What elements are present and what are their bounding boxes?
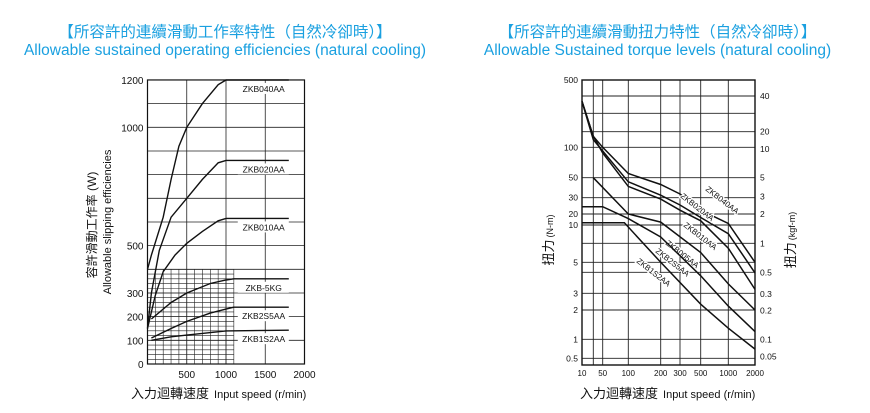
series-label-bg [237, 281, 289, 293]
y-tick-label: 1200 [121, 76, 144, 87]
x-tick-label: 2000 [293, 370, 316, 381]
y-tick-label: 100 [127, 336, 144, 347]
x-tick-label: 1000 [215, 370, 238, 381]
x-tick-label: 500 [694, 369, 708, 378]
left-title: Allowable sustained operating efficienci… [23, 42, 427, 59]
left-title-zh: 【所容許的連續滑動工作率特性（自然冷卻時）】 [58, 24, 392, 41]
y-tick-label: 500 [564, 75, 578, 85]
y-tick-label: 100 [564, 142, 578, 152]
y-tick-label: 2 [573, 305, 578, 315]
y-tick-label: 5 [573, 257, 578, 267]
series-line-ZKB010AA [581, 101, 756, 290]
y-tick-label: 0.5 [566, 353, 578, 363]
series-line-ZKB020AA [146, 159, 289, 329]
y2-tick-label: 40 [760, 91, 770, 101]
series-label-bg [237, 163, 289, 175]
series-line-ZKB010AA [146, 217, 289, 329]
left-xlabel: 入力迴轉速度 Input speed (r/min) [131, 386, 306, 401]
series-label: ZKB040AA [243, 84, 285, 94]
series-label-bg [237, 310, 289, 322]
right-chart: 5001005030201053210.540201053210.50.30.2… [564, 75, 777, 378]
y-tick-label: 300 [127, 289, 144, 300]
series-line-ZKB1S2AA [151, 329, 289, 341]
x-tick-label: 200 [654, 369, 668, 378]
series-line-ZKB1S2AA [582, 222, 756, 350]
series-line-ZKB040AA [581, 101, 756, 263]
right-y2label: 扭力(kgf-m) [783, 212, 798, 269]
y2-tick-label: 0.2 [760, 306, 772, 316]
x-tick-label: 300 [673, 369, 687, 378]
series-label: ZKB020AA [243, 164, 285, 174]
x-tick-label: 2000 [746, 369, 764, 378]
left-chart: 0 100 200 300 500 1000 1200 500 1000 1500 2000 ZKB0… [121, 76, 316, 381]
y-tick-label: 500 [127, 242, 144, 253]
y2-tick-label: 0.3 [760, 289, 772, 299]
right-xlabel: 入力迴轉速度 Input speed (r/min) [580, 386, 755, 401]
y2-tick-label: 0.5 [760, 267, 772, 277]
series-line-ZKB040AA [146, 79, 289, 270]
y2-tick-label: 20 [760, 127, 770, 137]
x-tick-label: 100 [622, 369, 636, 378]
y2-tick-label: 0.05 [760, 352, 777, 362]
y2-tick-label: 5 [760, 173, 765, 183]
series-label: ZKB1S2AA [242, 334, 285, 344]
y2-tick-label: 1 [760, 238, 765, 248]
x-tick-label: 1500 [254, 370, 277, 381]
y-tick-label: 1 [573, 334, 578, 344]
y2-tick-label: 2 [760, 209, 765, 219]
y-tick-label: 50 [569, 173, 579, 183]
y2-tick-label: 0.1 [760, 334, 772, 344]
y-tick-label: 30 [569, 193, 579, 203]
series-label-bg [237, 333, 289, 345]
series-label: ZKB2S5AA [242, 311, 285, 321]
series-line-ZKB005AA [592, 177, 756, 311]
series-label-bg [237, 221, 289, 233]
x-tick-label: 50 [598, 369, 607, 378]
series-line-ZKB2S5AA [582, 205, 756, 333]
x-tick-label: 1000 [719, 369, 737, 378]
y2-tick-label: 3 [760, 192, 765, 202]
y-tick-label: 200 [127, 313, 144, 324]
y-tick-label: 0 [138, 360, 144, 371]
y2-tick-label: 10 [760, 144, 770, 154]
y-tick-label: 10 [569, 220, 579, 230]
series-label: ZKB010AA [243, 222, 285, 232]
left-ylabel: Allowable slipping efficiencies [102, 149, 114, 294]
right-title: Allowable Sustained torque levels (natur… [483, 42, 832, 59]
y-tick-label: 20 [569, 209, 579, 219]
series-line-ZKB2S5AA [151, 306, 289, 339]
left-ylabel-zh: 容許滑動工作率 (W) [84, 172, 99, 279]
y-tick-label: 3 [573, 288, 578, 298]
right-title-zh: 【所容許的連續滑動扭力特性（自然冷卻時）】 [498, 24, 817, 41]
series-label: ZKB-5KG [245, 283, 281, 293]
series-line-ZKB-5KG [150, 278, 289, 320]
x-tick-label: 500 [178, 370, 195, 381]
series-label-bg [237, 82, 289, 94]
right-ylabel: 扭力(N-m) [541, 214, 556, 265]
y-tick-label: 1000 [121, 123, 144, 134]
x-tick-label: 10 [578, 369, 587, 378]
series-line-ZKB020AA [581, 101, 756, 274]
